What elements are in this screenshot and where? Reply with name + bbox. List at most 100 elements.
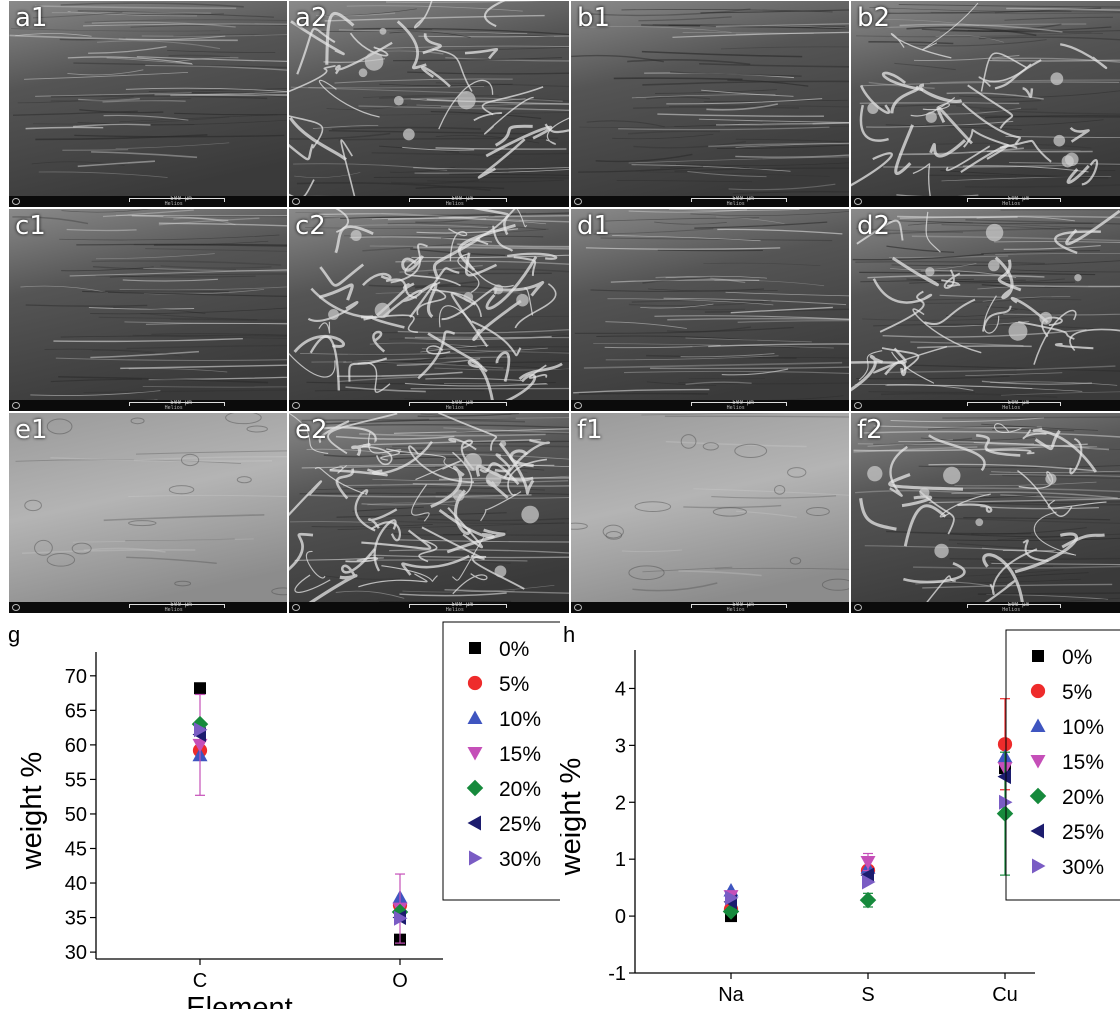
data-point-25pct	[860, 867, 874, 883]
scale-bar-label: 500 μm	[170, 400, 192, 406]
instrument-label: Helios	[445, 405, 464, 411]
scale-bar-label: 500 μm	[451, 400, 474, 406]
sem-panel-c2: c2 500 μm Helios	[288, 208, 570, 412]
data-point-25pct	[997, 769, 1011, 785]
chart-h: h -1 0 1 2 3 4 Na S Cu Element weight % 0% 5% 10% 15% 20…	[560, 622, 1120, 1009]
legend-label: 5%	[1062, 681, 1092, 704]
data-point-30pct	[862, 874, 876, 890]
scale-bar-label: 500 μm	[732, 196, 754, 202]
legend-marker	[1030, 683, 1046, 699]
scale-bar-label: 500 μm	[732, 602, 754, 608]
scale-bar-label: 500 μm	[451, 602, 474, 608]
data-point-20pct	[391, 903, 409, 921]
fei-logo-icon	[292, 402, 300, 409]
y-tick-label: 45	[65, 838, 87, 860]
sem-panel-label: f2	[857, 415, 883, 445]
legend-marker	[1032, 650, 1044, 662]
y-tick-label: 50	[65, 804, 87, 826]
x-tick-label: S	[861, 984, 874, 1006]
sem-panel-label: c2	[295, 211, 326, 241]
legend-marker	[467, 675, 483, 691]
legend-marker	[467, 747, 483, 761]
sem-micrograph	[571, 1, 849, 207]
sem-info-bar: 500 μm Helios	[289, 602, 569, 613]
y-tick-label: 35	[65, 908, 87, 930]
sem-info-bar: 500 μm Helios	[9, 400, 287, 411]
y-tick-label: 60	[65, 735, 87, 757]
sem-panel-label: f1	[577, 415, 603, 445]
legend-label: 30%	[1062, 856, 1104, 879]
instrument-label: Helios	[726, 607, 745, 613]
instrument-label: Helios	[445, 607, 464, 613]
scale-bar	[128, 604, 226, 608]
legend-marker	[466, 779, 484, 797]
y-tick-label: 40	[65, 873, 87, 895]
legend-marker	[1030, 823, 1044, 839]
sem-micrograph	[9, 413, 287, 613]
sem-info-bar: 500 μm Helios	[571, 400, 849, 411]
legend-label: 0%	[1062, 646, 1092, 669]
legend-label: 15%	[499, 743, 541, 766]
sem-info-bar: 500 μm Helios	[851, 196, 1120, 207]
sem-info-bar: 500 μm Helios	[289, 400, 569, 411]
instrument-label: Helios	[445, 201, 464, 207]
y-tick-label: 30	[65, 942, 87, 964]
fei-logo-icon	[292, 604, 300, 611]
fei-logo-icon	[12, 402, 20, 409]
legend-marker	[1032, 858, 1046, 874]
y-tick-label: 65	[65, 700, 87, 722]
sem-micrograph	[9, 1, 287, 207]
scale-bar	[690, 402, 788, 406]
sem-micrograph	[571, 209, 849, 411]
legend-marker	[467, 710, 483, 724]
x-axis-title: Element	[186, 992, 292, 1009]
sem-panel-label: a2	[295, 3, 328, 33]
instrument-label: Helios	[164, 607, 183, 613]
x-tick-label: C	[193, 970, 207, 992]
scale-bar-label: 500 μm	[1007, 400, 1030, 406]
instrument-label: Helios	[164, 405, 183, 411]
instrument-label: Helios	[726, 405, 745, 411]
sem-image-grid: a1 500 μm Helios a2 500 μm Helios b1 500 μm Heli…	[8, 0, 1120, 614]
scale-bar	[409, 198, 507, 202]
sem-panel-label: c1	[15, 211, 46, 241]
legend-label: 10%	[499, 708, 541, 731]
x-tick-label: Cu	[992, 984, 1018, 1006]
panel-label: g	[8, 622, 20, 647]
y-tick-label: 2	[615, 792, 626, 814]
legend-marker	[1030, 755, 1046, 769]
scale-bar	[967, 402, 1061, 406]
sem-micrograph	[289, 413, 569, 613]
y-tick-label: 4	[615, 678, 626, 700]
scale-bar-label: 500 μm	[170, 196, 192, 202]
fei-logo-icon	[12, 604, 20, 611]
scale-bar-label: 500 μm	[1007, 196, 1030, 202]
sem-info-bar: 500 μm Helios	[851, 602, 1120, 613]
sem-micrograph	[289, 1, 569, 207]
sem-panel-label: b2	[857, 3, 891, 33]
sem-panel-b1: b1 500 μm Helios	[570, 0, 850, 208]
chart-g: g 30 35 40 45 50 55 60 65 70 C O Element weight % 0% 5%…	[8, 621, 560, 1009]
data-point-20pct	[859, 891, 877, 909]
sem-panel-label: a1	[15, 3, 48, 33]
legend-label: 20%	[499, 778, 541, 801]
sem-panel-a2: a2 500 μm Helios	[288, 0, 570, 208]
fei-logo-icon	[574, 402, 582, 409]
scale-bar-label: 500 μm	[451, 196, 474, 202]
legend-marker	[469, 642, 481, 654]
legend-label: 15%	[1062, 751, 1104, 774]
sem-panel-e1: e1 500 μm Helios	[8, 412, 288, 614]
sem-info-bar: 500 μm Helios	[9, 602, 287, 613]
sem-panel-label: b1	[577, 3, 611, 33]
y-axis-title: weight %	[560, 758, 587, 877]
sem-info-bar: 500 μm Helios	[851, 400, 1120, 411]
instrument-label: Helios	[164, 201, 183, 207]
fei-logo-icon	[854, 198, 862, 205]
sem-panel-b2: b2 500 μm Helios	[850, 0, 1120, 208]
sem-panel-label: e2	[295, 415, 328, 445]
fei-logo-icon	[574, 198, 582, 205]
legend-marker	[1030, 718, 1046, 732]
legend-label: 30%	[499, 848, 541, 871]
fei-logo-icon	[574, 604, 582, 611]
data-point-0pct	[194, 682, 206, 695]
